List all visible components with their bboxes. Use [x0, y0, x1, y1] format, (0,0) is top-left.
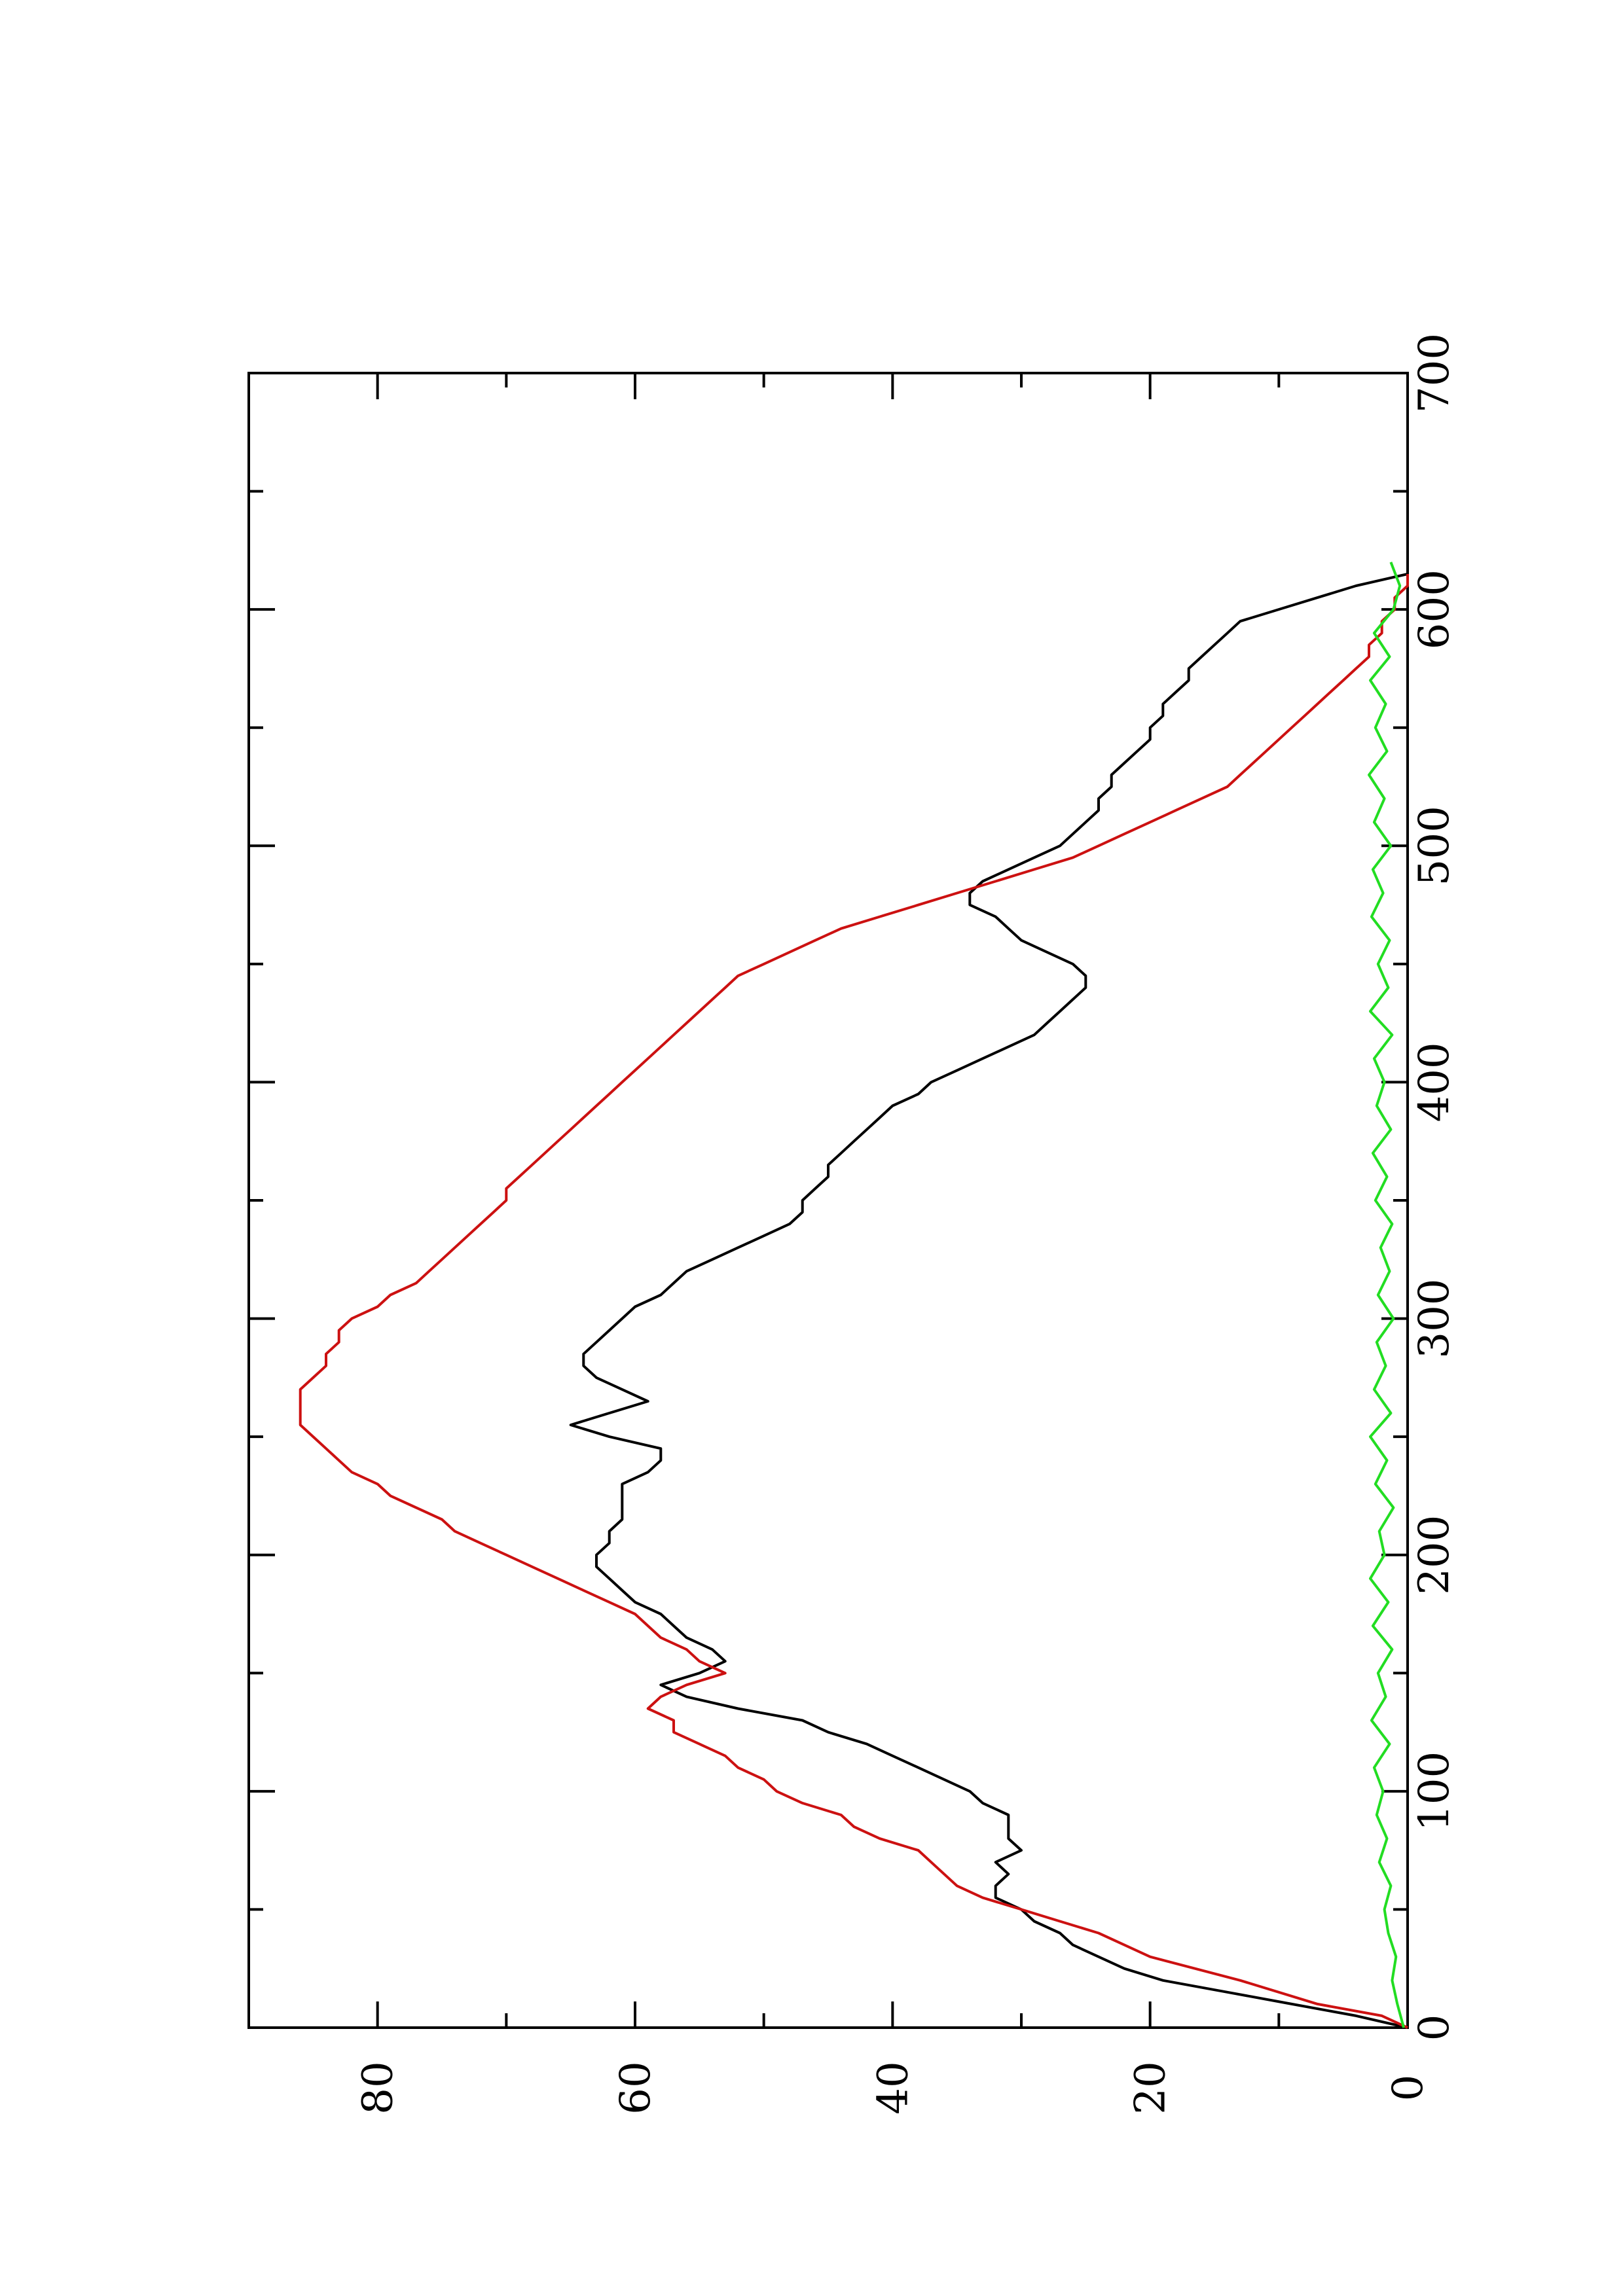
x-tick-label: 200: [1410, 1515, 1459, 1595]
x-tick-label: 100: [1410, 1751, 1459, 1831]
x-tick-label: 700: [1410, 333, 1459, 413]
x-tick-label: 500: [1410, 806, 1459, 886]
y-tick-label: 40: [869, 2061, 917, 2114]
y-tick-label: 80: [354, 2061, 403, 2114]
x-tick-label: 0: [1410, 2015, 1459, 2041]
x-tick-label: 300: [1410, 1278, 1459, 1358]
series-layer: [299, 562, 1409, 2029]
tick-labels: 0 100 200 300 400 500 600 700 0 20 40 60 80: [354, 333, 1459, 2115]
series-line-black: [569, 573, 1408, 2029]
plot-frame: [247, 372, 1409, 2029]
y-tick-label: 0: [1384, 2075, 1432, 2102]
series-line-green: [1368, 562, 1406, 2028]
axis-ticks: [249, 372, 1409, 2029]
y-tick-label: 20: [1127, 2061, 1175, 2114]
y-tick-label: 60: [611, 2061, 660, 2114]
x-tick-label: 400: [1410, 1042, 1459, 1122]
x-tick-label: 600: [1410, 569, 1459, 649]
series-line-red: [299, 574, 1409, 2029]
